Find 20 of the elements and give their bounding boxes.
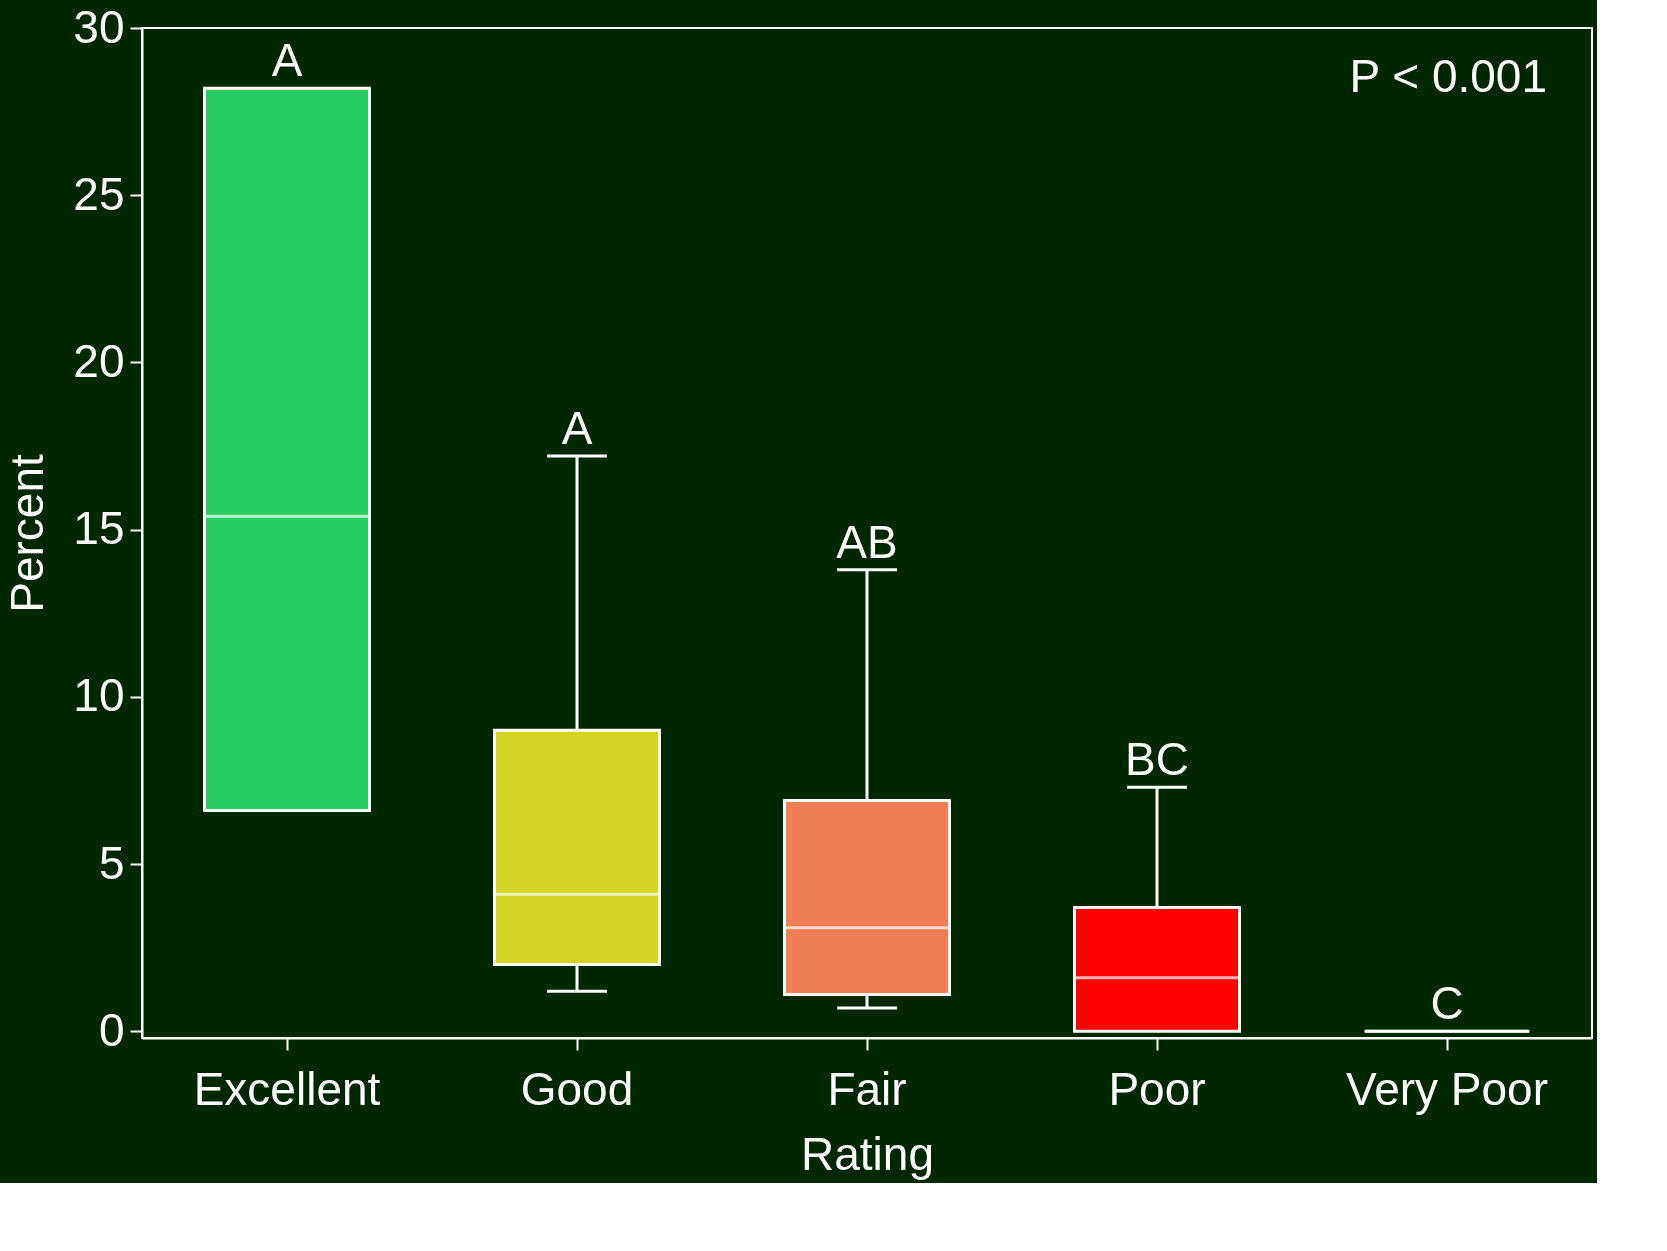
annotation: AB xyxy=(836,515,898,568)
y-tick-label: 25 xyxy=(73,167,125,220)
annotation: C xyxy=(1430,977,1464,1030)
annotation: A xyxy=(561,402,593,455)
annotation: P < 0.001 xyxy=(1349,50,1547,102)
x-tick-label: Good xyxy=(520,1062,634,1115)
y-tick-label: 5 xyxy=(98,836,125,889)
x-tick-label: Poor xyxy=(1108,1062,1206,1115)
y-tick-label: 20 xyxy=(73,334,125,387)
x-tick-label: Fair xyxy=(827,1062,907,1115)
y-tick-label: 15 xyxy=(73,502,125,555)
x-tick-label: Very Poor xyxy=(1346,1062,1548,1115)
y-tick-label: 30 xyxy=(73,0,125,53)
annotation: BC xyxy=(1125,733,1189,786)
x-axis-title: Rating xyxy=(801,1127,934,1180)
annotation: A xyxy=(271,34,303,87)
y-tick-label: 0 xyxy=(98,1003,125,1056)
y-axis-title: Percent xyxy=(1,454,54,613)
x-tick-label: Excellent xyxy=(193,1062,381,1115)
y-tick-label: 10 xyxy=(73,669,125,722)
